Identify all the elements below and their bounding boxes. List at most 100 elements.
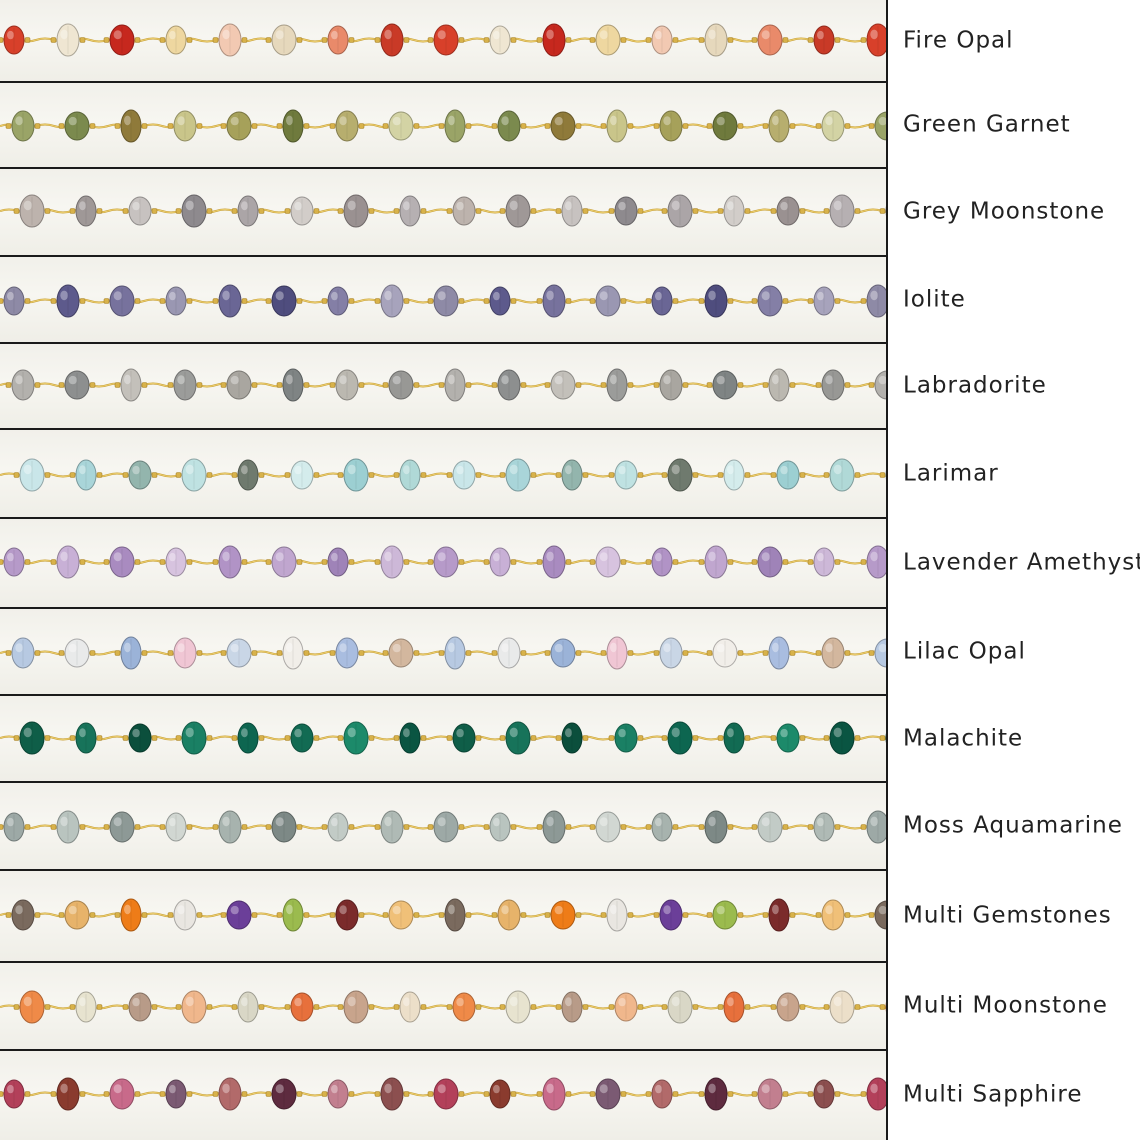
wire-wrap <box>458 37 465 43</box>
wire-wrap <box>5 650 12 656</box>
bead-highlight <box>618 465 627 475</box>
bead-highlight <box>339 643 347 653</box>
wire-wrap <box>536 559 543 565</box>
wire-wrap <box>834 37 841 43</box>
wire-wrap <box>465 382 472 388</box>
bead <box>382 638 420 668</box>
wire-wrap <box>608 208 615 214</box>
wire-wrap <box>358 123 365 129</box>
bead <box>69 195 103 227</box>
wire-wrap <box>520 123 527 129</box>
wire-wrap <box>854 208 861 214</box>
wire-wrap <box>860 298 867 304</box>
bead-highlight <box>437 291 446 301</box>
chain-photo-lilac-opal <box>0 608 887 695</box>
chain-row-labradorite: Labradorite <box>0 343 1140 429</box>
wire-wrap <box>134 37 141 43</box>
wire-wrap <box>34 912 41 918</box>
bead-highlight <box>275 291 284 301</box>
bead <box>231 722 265 754</box>
wire-wrap <box>151 472 158 478</box>
wire-wrap <box>382 912 389 918</box>
bead-highlight <box>79 997 86 1007</box>
bead-highlight <box>708 290 717 301</box>
wire-wrap <box>854 1004 861 1010</box>
chain-row-lilac-opal: Lilac Opal <box>0 608 1140 695</box>
wire-wrap <box>427 298 434 304</box>
bead <box>823 721 861 755</box>
wire-wrap <box>475 1004 482 1010</box>
wire-wrap <box>645 1091 652 1097</box>
bead <box>698 23 734 57</box>
bead-highlight <box>618 728 627 738</box>
wire-wrap <box>358 382 365 388</box>
wire-wrap <box>762 123 769 129</box>
bead <box>0 812 31 842</box>
wire-wrap <box>637 208 644 214</box>
wire-wrap <box>403 1091 410 1097</box>
wire-wrap <box>565 824 572 830</box>
bead-highlight <box>60 816 68 827</box>
wire-wrap <box>706 123 713 129</box>
bead <box>823 458 861 492</box>
wire-wrap <box>44 208 51 214</box>
wire-wrap <box>879 208 886 214</box>
wire-wrap <box>770 472 777 478</box>
wire-wrap <box>860 1091 867 1097</box>
chain-label-green-garnet: Green Garnet <box>903 111 1071 138</box>
bead-highlight <box>403 997 410 1007</box>
bead-highlight <box>23 996 32 1007</box>
wire-wrap <box>251 123 258 129</box>
wire-wrap <box>582 1004 589 1010</box>
row-divider <box>0 81 888 83</box>
wire-wrap <box>692 472 699 478</box>
wire-wrap <box>206 735 213 741</box>
bead <box>50 23 86 57</box>
bead <box>114 898 148 932</box>
chain-label-moss-aquamarine: Moss Aquamarine <box>903 812 1123 839</box>
wire-wrap <box>682 123 689 129</box>
bead-highlight <box>663 375 672 385</box>
wire-wrap <box>374 1091 381 1097</box>
bead-chain-fire-opal <box>0 23 887 57</box>
bead-highlight <box>727 465 734 475</box>
bead <box>608 196 644 226</box>
bead-highlight <box>663 905 672 915</box>
wire-wrap <box>589 824 596 830</box>
bead <box>276 636 310 670</box>
bead <box>427 1078 465 1110</box>
bead <box>589 546 627 578</box>
bead-highlight <box>825 375 834 385</box>
bead <box>58 638 96 668</box>
wire-wrap <box>303 382 310 388</box>
row-divider <box>0 428 888 430</box>
wire-wrap <box>834 559 841 565</box>
bead-highlight <box>554 116 563 126</box>
bead-highlight <box>878 905 887 915</box>
bead <box>807 547 841 577</box>
wire-wrap <box>44 472 51 478</box>
bead-highlight <box>177 643 185 653</box>
bead-highlight <box>222 816 230 827</box>
wire-wrap <box>661 1004 668 1010</box>
wire-wrap <box>69 472 76 478</box>
wire-wrap <box>589 298 596 304</box>
bead <box>374 1077 410 1111</box>
wire-wrap <box>600 123 607 129</box>
bead-highlight <box>610 374 617 385</box>
bead-highlight <box>230 643 239 653</box>
bead-highlight <box>727 728 734 738</box>
bead <box>762 898 796 932</box>
wire-wrap <box>296 559 303 565</box>
wire-wrap <box>403 37 410 43</box>
bead-highlight <box>727 997 734 1007</box>
bead <box>393 991 427 1023</box>
bead <box>860 23 887 57</box>
row-divider <box>0 961 888 963</box>
bead-highlight <box>493 817 500 827</box>
bead <box>382 900 420 930</box>
bead <box>175 721 213 755</box>
wire-wrap <box>706 650 713 656</box>
chain-photo-labradorite <box>0 343 887 429</box>
